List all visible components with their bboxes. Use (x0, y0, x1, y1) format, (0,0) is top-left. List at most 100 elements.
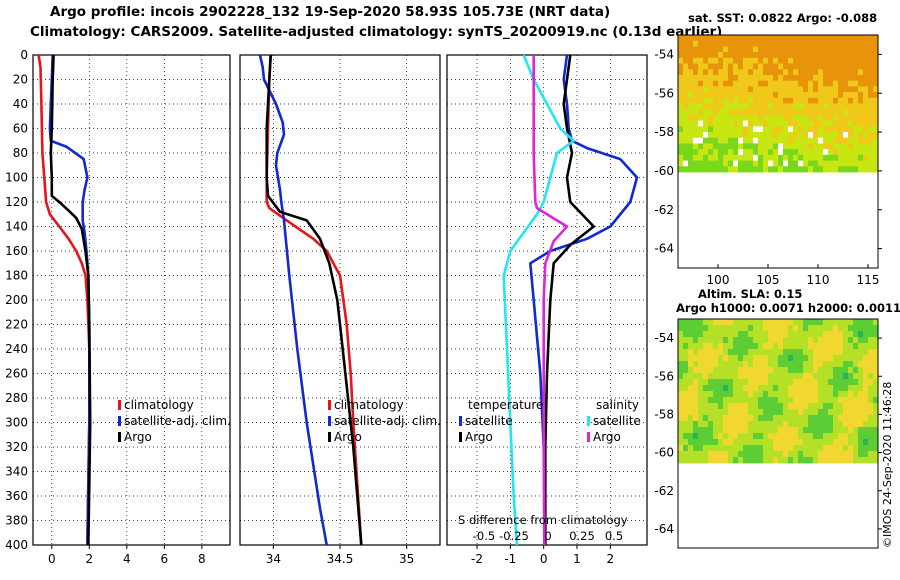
heatmap-cell (863, 427, 869, 434)
heatmap-cell (743, 403, 749, 410)
heatmap-cell (738, 103, 744, 110)
heatmap-cell (808, 103, 814, 110)
heatmap-cell (713, 445, 719, 452)
heatmap-cell (858, 126, 864, 133)
heatmap-cell (703, 379, 709, 386)
heatmap-cell (808, 52, 814, 59)
heatmap-cell (748, 451, 754, 458)
heatmap-cell (848, 427, 854, 434)
heatmap-cell (853, 160, 859, 167)
heatmap-cell (853, 397, 859, 404)
heatmap-cell (863, 166, 869, 173)
heatmap-cell (728, 397, 734, 404)
heatmap-cell (698, 457, 704, 464)
heatmap-cell (713, 166, 719, 173)
y-tick-label: 120 (5, 195, 28, 209)
heatmap-cell (803, 337, 809, 344)
heatmap-cell (708, 63, 714, 70)
heatmap-cell (718, 367, 724, 374)
heatmap-cell (713, 63, 719, 70)
heatmap-cell (853, 57, 859, 64)
heatmap-cell (873, 397, 879, 404)
heatmap-cell (788, 46, 794, 53)
heatmap-cell (678, 349, 684, 356)
heatmap-cell (723, 445, 729, 452)
series-line-argo (265, 54, 363, 546)
heatmap-cell (848, 355, 854, 362)
heatmap-cell (868, 35, 874, 42)
heatmap-cell (728, 114, 734, 122)
heatmap-cell (753, 445, 759, 452)
heatmap-cell (678, 331, 684, 338)
heatmap-cell (858, 40, 864, 47)
heatmap-cell (768, 46, 774, 53)
heatmap-cell (788, 35, 794, 42)
heatmap-cell (853, 385, 859, 392)
heatmap-cell (873, 154, 879, 161)
heatmap-cell (873, 433, 879, 440)
heatmap-cell (788, 137, 794, 144)
heatmap-cell (773, 114, 779, 122)
x-tick-label: 34.5 (327, 552, 354, 566)
heatmap-cell (738, 349, 744, 356)
heatmap-cell (873, 109, 879, 116)
heatmap-cell (813, 433, 819, 440)
heatmap-cell (768, 132, 774, 139)
heatmap-cell (803, 166, 809, 173)
heatmap-cell (683, 421, 689, 428)
heatmap-cell (868, 379, 874, 386)
heatmap-cell (823, 367, 829, 374)
heatmap-cell (753, 52, 759, 59)
heatmap-cell (773, 40, 779, 47)
heatmap-cell (768, 80, 774, 87)
heatmap-cell (853, 373, 859, 380)
y-tick-label: 100 (5, 171, 28, 185)
heatmap-cell (738, 97, 744, 104)
heatmap-cell (723, 154, 729, 161)
heatmap-cell (873, 445, 879, 452)
heatmap-cell (738, 69, 744, 76)
heatmap-cell (773, 367, 779, 374)
heatmap-cell (813, 331, 819, 338)
heatmap-cell (753, 367, 759, 374)
heatmap-cell (858, 349, 864, 356)
heatmap-cell (863, 385, 869, 392)
heatmap-cell (838, 451, 844, 458)
heatmap-cell (873, 373, 879, 380)
heatmap-cell (793, 160, 799, 167)
heatmap-cell (843, 132, 849, 139)
heatmap-cell (858, 74, 864, 82)
heatmap-cell (728, 451, 734, 458)
heatmap-cell (763, 349, 769, 356)
heatmap-cell (773, 349, 779, 356)
heatmap-cell (793, 355, 799, 362)
heatmap-cell (753, 46, 759, 53)
heatmap-cell (718, 154, 724, 161)
heatmap-cell (708, 439, 714, 446)
heatmap-cell (853, 439, 859, 446)
heatmap-cell (838, 433, 844, 440)
heatmap-cell (843, 126, 849, 133)
heatmap-cell (753, 126, 759, 133)
heatmap-cell (748, 166, 754, 173)
heatmap-cell (773, 337, 779, 344)
heatmap-cell (768, 52, 774, 59)
heatmap-cell (718, 439, 724, 446)
heatmap-cell (833, 319, 839, 326)
heatmap-cell (728, 109, 734, 116)
heatmap-cell (858, 331, 864, 338)
heatmap-cell (698, 126, 704, 133)
heatmap-cell (728, 319, 734, 326)
heatmap-cell (808, 35, 814, 42)
heatmap-cell (728, 63, 734, 70)
heatmap-cell (793, 439, 799, 446)
heatmap-cell (718, 40, 724, 47)
heatmap-cell (868, 74, 874, 82)
heatmap-cell (818, 325, 824, 332)
heatmap-cell (793, 397, 799, 404)
heatmap-cell (728, 337, 734, 344)
heatmap-cell (718, 385, 724, 392)
heatmap-cell (783, 109, 789, 116)
heatmap-cell (713, 367, 719, 374)
heatmap-cell (853, 355, 859, 362)
